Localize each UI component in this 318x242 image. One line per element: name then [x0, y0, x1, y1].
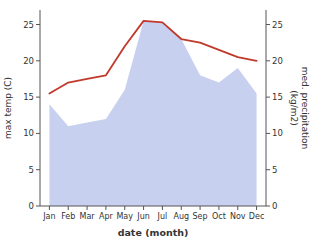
y2-tick: [266, 133, 270, 134]
x-axis-label: date (month): [118, 227, 189, 238]
y2-tick-label: 15: [272, 92, 283, 102]
y2-tick: [266, 97, 270, 98]
y-tick: [36, 169, 40, 170]
chart-container: 0 5 10 15 20 25 0 5 10 15 20 25 Jan Feb MarAprMayJun Ju…: [0, 0, 318, 242]
y2-tick-label: 0: [272, 201, 277, 211]
x-tick-label: Sep: [193, 212, 208, 221]
area: [49, 21, 256, 206]
y2-tick: [266, 206, 270, 207]
x-tick: [218, 206, 219, 210]
y-tick: [36, 133, 40, 134]
y2-tick: [266, 24, 270, 25]
y-tick: [36, 24, 40, 25]
x-tick-label: Aug: [173, 212, 189, 221]
background: [0, 0, 318, 242]
x-tick: [87, 206, 88, 210]
x-tick: [181, 206, 182, 210]
x-tick-label: May: [116, 212, 133, 221]
y-tick-label: 15: [23, 92, 34, 102]
y2-axis-label-line: (kg/m2): [289, 90, 299, 125]
x-tick: [237, 206, 238, 210]
y2-axis-label: med. precipitation(kg/m2): [289, 67, 310, 149]
y2-tick: [266, 60, 270, 61]
x-tick-label: Nov: [230, 212, 246, 221]
x-axis-line: [40, 206, 266, 207]
x-tick-label: Jul: [157, 212, 168, 221]
x-tick-label: Apr: [99, 212, 114, 221]
y2-tick-label: 10: [272, 128, 283, 138]
y-tick-label: 0: [29, 201, 34, 211]
x-tick: [256, 206, 257, 210]
x-tick-label: Jan: [42, 212, 55, 221]
x-tick-label: Dec: [249, 212, 264, 221]
y-axis-label: max temp (C): [3, 77, 13, 139]
x-tick-label: Oct: [212, 212, 226, 221]
x-tick: [200, 206, 201, 210]
plot-area: [49, 21, 256, 206]
x-tick-label: Feb: [61, 212, 75, 221]
y2-tick: [266, 169, 270, 170]
y2-tick-label: 25: [272, 20, 283, 30]
x-tick: [162, 206, 163, 210]
chart: 0 5 10 15 20 25 0 5 10 15 20 25 Jan Feb MarAprMayJun Ju…: [0, 0, 318, 242]
line: [49, 21, 256, 94]
y-tick-label: 5: [29, 165, 34, 175]
y-tick: [36, 60, 40, 61]
y2-tick-label: 5: [272, 165, 277, 175]
y-tick: [36, 97, 40, 98]
y-tick-label: 10: [23, 128, 34, 138]
y-axis-line: [40, 10, 41, 206]
y-tick-label: 20: [23, 56, 34, 66]
x-tick: [49, 206, 50, 210]
x-tick: [143, 206, 144, 210]
x-tick-label: Mar: [80, 212, 96, 221]
x-tick: [124, 206, 125, 210]
y-tick: [36, 206, 40, 207]
x-tick-label: Jun: [136, 212, 150, 221]
y-tick-label: 25: [23, 20, 34, 30]
x-tick: [68, 206, 69, 210]
y2-axis-line: [266, 10, 267, 206]
y2-axis-label-line: med. precipitation: [300, 67, 310, 149]
y2-tick-label: 20: [272, 56, 283, 66]
x-tick: [105, 206, 106, 210]
